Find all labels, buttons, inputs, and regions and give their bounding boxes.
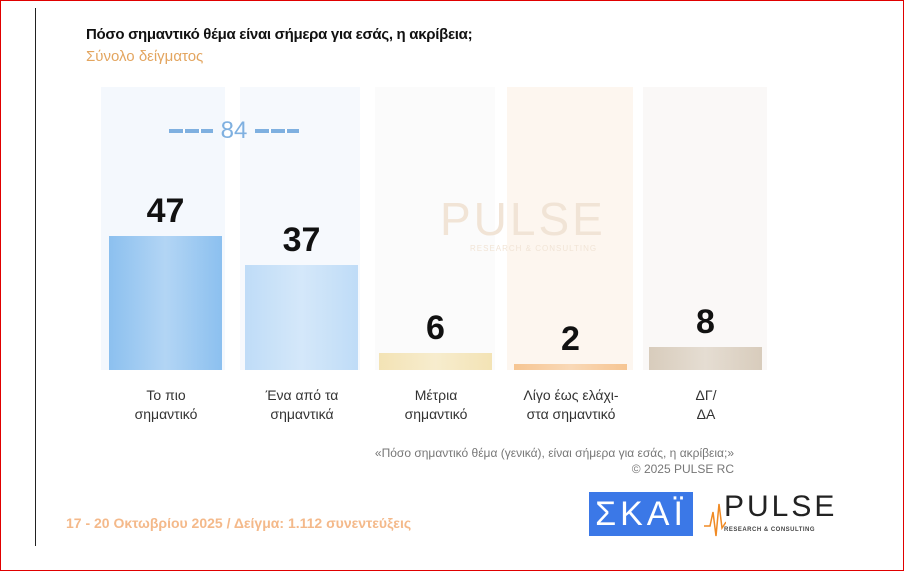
combined-total: 84 [160, 116, 308, 146]
dash-right [255, 129, 300, 133]
data-label: 37 [282, 220, 321, 259]
question-note: «Πόσο σημαντικό θέμα (γενικά), είναι σήμ… [374, 446, 734, 460]
bar [109, 236, 222, 370]
source-note: «Πόσο σημαντικό θέμα (γενικά), είναι σήμ… [375, 445, 734, 477]
category-label: Λίγο έως ελάχι- στα σημαντικό [523, 387, 619, 422]
pulse-logo: PULSE RESEARCH & CONSULTING [704, 490, 834, 538]
bar [514, 364, 627, 370]
bar [245, 264, 358, 370]
copyright-note: © 2025 PULSE RC [631, 462, 734, 476]
bar [649, 347, 762, 370]
category-label: Μέτρια σημαντικό [404, 387, 468, 422]
chart-title: Πόσο σημαντικό θέμα είναι σήμερα για εσά… [86, 26, 473, 43]
skai-logo: ΣΚΑΪ [589, 492, 693, 536]
column-background [643, 87, 767, 370]
data-label: 8 [696, 303, 715, 342]
column-background [507, 87, 633, 370]
data-label: 2 [561, 320, 580, 359]
watermark-logo: PULSE [440, 193, 606, 245]
pulse-logo-text: PULSE [724, 490, 838, 523]
pulse-wave-icon [704, 503, 727, 537]
chart-subtitle: Σύνολο δείγματος [86, 48, 204, 65]
watermark-sub: RESEARCH & CONSULTING [470, 244, 598, 253]
divider-line [35, 8, 36, 546]
bar [379, 352, 492, 370]
column-background [375, 87, 495, 370]
category-label: Το πιο σημαντικό [134, 387, 198, 422]
footer-sample-info: 17 - 20 Οκτωβρίου 2025 / Δείγμα: 1.112 σ… [66, 515, 412, 531]
data-label: 6 [426, 308, 445, 347]
category-label: ΔΓ/ ΔΑ [695, 387, 717, 422]
dash-left [168, 129, 213, 133]
data-label: 47 [146, 192, 185, 231]
combined-total-label: 84 [220, 117, 248, 144]
category-label: Ένα από τα σημαντικά [265, 387, 339, 422]
pulse-logo-sub: RESEARCH & CONSULTING [724, 527, 816, 533]
